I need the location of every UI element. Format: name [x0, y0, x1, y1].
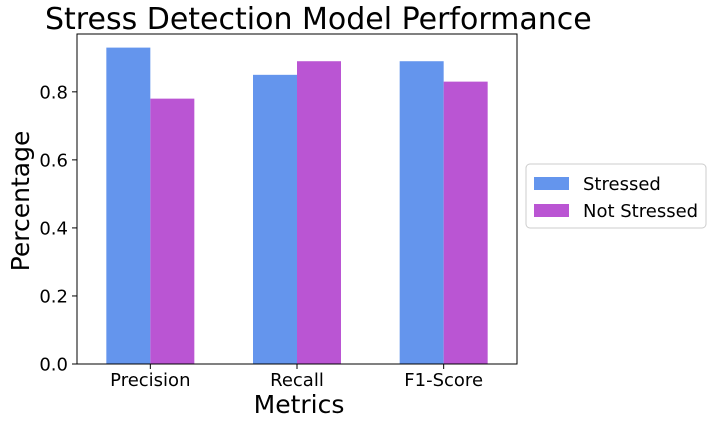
bar-not-stressed-precision: [150, 98, 195, 365]
x-tick-label: F1-Score: [404, 370, 483, 391]
y-tick-label: 0.4: [39, 218, 68, 239]
x-tick-label: Recall: [270, 370, 324, 391]
y-tick-label: 0.8: [39, 82, 68, 103]
y-axis-ticks: 0.0 0.2 0.4 0.6 0.8: [39, 82, 77, 376]
legend-swatch: [534, 204, 569, 217]
legend-frame: [525, 163, 707, 229]
bar-stressed-precision: [106, 47, 151, 364]
chart-title: Stress Detection Model Performance: [45, 2, 592, 37]
legend-label: Stressed: [583, 174, 661, 195]
legend-label: Not Stressed: [583, 201, 698, 222]
bars-group: [106, 47, 488, 365]
y-axis-label: Percentage: [6, 131, 35, 272]
y-tick-label: 0.0: [39, 355, 68, 376]
x-axis-ticks: Precision Recall F1-Score: [110, 364, 483, 391]
y-tick-label: 0.6: [39, 150, 68, 171]
legend-items: Stressed Not Stressed: [534, 174, 698, 222]
bar-not-stressed-recall: [297, 61, 341, 365]
x-axis-label: Metrics: [254, 390, 345, 419]
bar-not-stressed-f1-score: [443, 81, 488, 364]
legend: Stressed Not Stressed: [525, 163, 707, 229]
plot-area: 0.0 0.2 0.4 0.6 0.8 Precision Recall F1-Score: [39, 33, 518, 391]
bar-stressed-recall: [253, 74, 297, 365]
bar-stressed-f1-score: [399, 61, 444, 365]
x-tick-label: Precision: [110, 370, 190, 391]
legend-swatch: [534, 177, 569, 190]
y-tick-label: 0.2: [39, 286, 68, 307]
